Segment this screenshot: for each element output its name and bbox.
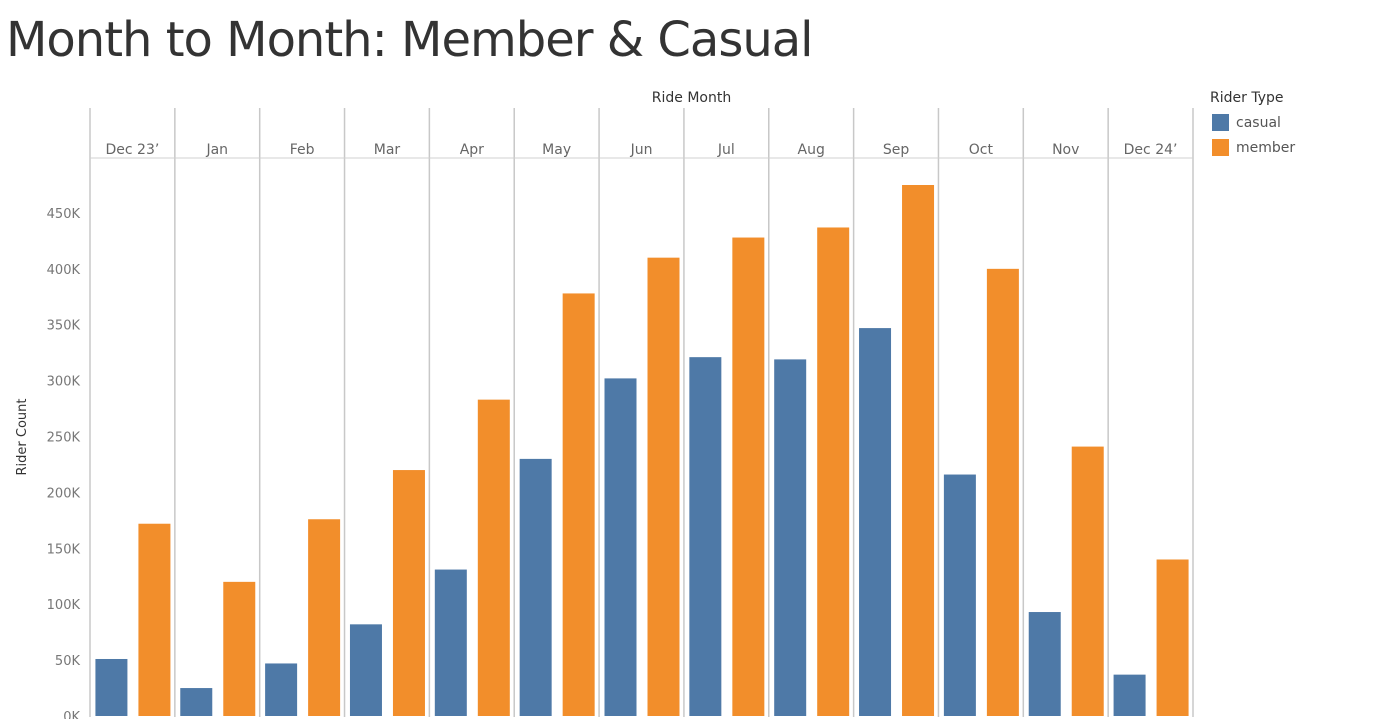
x-tick-label: Aug: [798, 142, 825, 158]
legend-item-casual[interactable]: casual: [1210, 110, 1295, 135]
legend-item-member[interactable]: member: [1210, 135, 1295, 160]
x-tick-label: Apr: [460, 142, 484, 158]
bar-casual: [1113, 674, 1146, 716]
legend-title: Rider Type: [1210, 90, 1284, 106]
x-tick-label: Oct: [969, 142, 994, 158]
bar-casual: [95, 658, 128, 716]
bar-member: [138, 523, 171, 716]
bar-member: [986, 268, 1019, 716]
y-tick-label: 50K: [55, 654, 81, 669]
x-tick-label: Jan: [205, 142, 228, 158]
x-tick-label: Dec 24’: [1124, 142, 1178, 158]
bar-member: [732, 237, 765, 716]
y-tick-label: 300K: [47, 375, 81, 390]
x-tick-label: Sep: [883, 142, 910, 158]
legend-label-casual: casual: [1236, 114, 1281, 131]
bar-casual: [265, 663, 298, 716]
bar-casual: [1028, 612, 1061, 716]
y-tick-label: 0K: [63, 710, 80, 719]
bar-casual: [689, 357, 722, 716]
bar-casual: [519, 458, 552, 716]
x-tick-label: Feb: [290, 142, 315, 158]
bar-member: [817, 227, 850, 717]
bar-casual: [434, 569, 467, 716]
legend-swatch-member: [1212, 139, 1229, 156]
bar-member: [902, 185, 935, 716]
legend: Rider Type casual member: [1210, 90, 1295, 160]
bar-member: [562, 293, 595, 716]
bar-chart: Ride Month Rider Count Dec 23’ Jan Feb Mar Apr…: [15, 90, 1194, 719]
bar-member: [477, 399, 510, 716]
x-tick-label: Mar: [374, 142, 401, 158]
bar-casual: [774, 359, 807, 716]
bar-casual: [349, 624, 382, 716]
y-tick-label: 150K: [47, 542, 81, 557]
bar-member: [223, 581, 256, 716]
bar-casual: [943, 474, 976, 716]
y-tick-label: 250K: [47, 431, 81, 446]
bar-member: [392, 470, 425, 716]
bar-casual: [604, 378, 637, 716]
column-header: Ride Month: [652, 90, 731, 106]
legend-swatch-casual: [1212, 114, 1229, 131]
y-tick-label: 400K: [47, 263, 81, 278]
y-tick-label: 450K: [47, 207, 81, 222]
bar-casual: [859, 328, 892, 716]
y-axis-label: Rider Count: [15, 399, 30, 476]
x-tick-label: Nov: [1052, 142, 1079, 158]
chart-title: Month to Month: Member & Casual: [6, 12, 814, 68]
y-tick-label: 100K: [47, 598, 81, 613]
bar-member: [308, 519, 341, 716]
bar-member: [1071, 446, 1104, 716]
y-tick-label: 200K: [47, 486, 81, 501]
legend-label-member: member: [1236, 139, 1296, 156]
bar-member: [1156, 559, 1189, 716]
bar-casual: [180, 688, 213, 716]
x-tick-label: Dec 23’: [106, 142, 160, 158]
y-tick-label: 350K: [47, 319, 81, 334]
x-tick-label: May: [542, 142, 571, 158]
bar-member: [647, 257, 680, 716]
x-tick-label: Jul: [717, 142, 735, 158]
x-tick-label: Jun: [630, 142, 653, 158]
